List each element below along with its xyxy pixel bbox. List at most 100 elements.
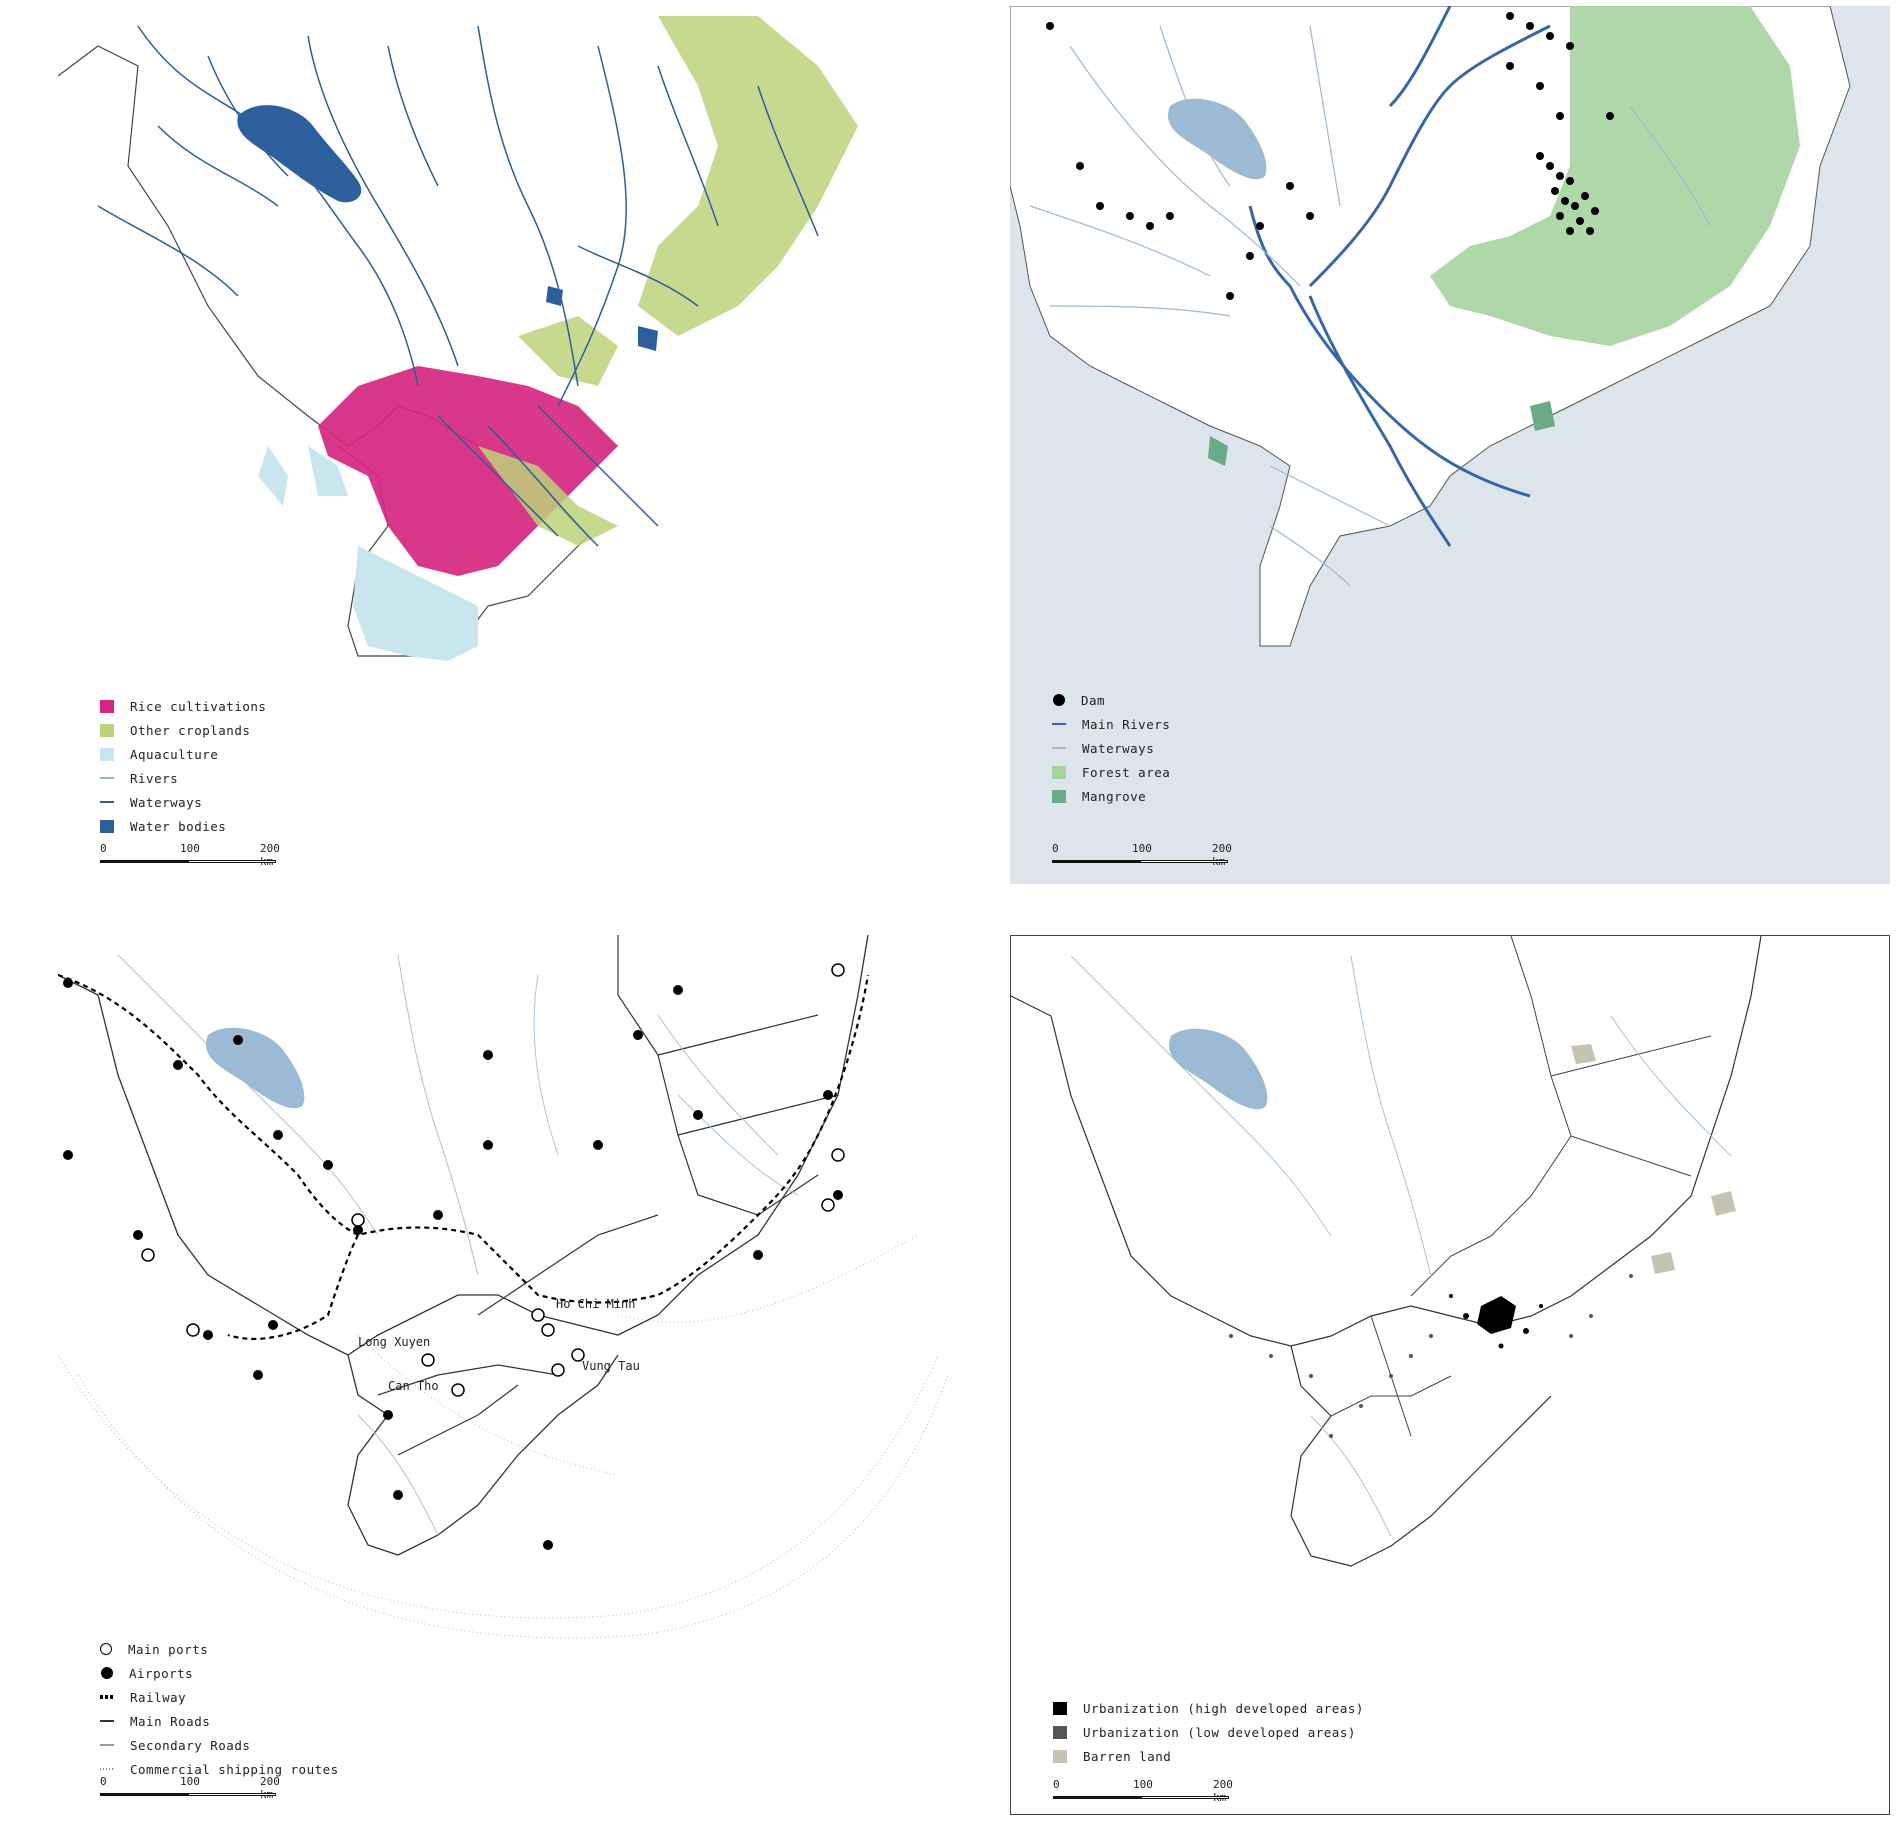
- legend-label: Water bodies: [130, 818, 227, 834]
- urbanization-legend: Urbanization (high developed areas) Urban…: [1053, 1696, 1364, 1768]
- mangrove: [1208, 401, 1555, 466]
- rivers: [1070, 955, 1732, 1537]
- scale-label-100: 100: [1132, 842, 1152, 855]
- legend-label: Barren land: [1083, 1748, 1172, 1764]
- legend-item: Mangrove: [1052, 784, 1170, 808]
- legend-label: Rivers: [130, 770, 179, 786]
- legend-line-swatch: [1052, 747, 1066, 749]
- scale-label-100: 100: [180, 1775, 200, 1788]
- rice-fields: [318, 366, 618, 576]
- legend-line-swatch: [100, 777, 114, 779]
- water-legend: Dam Main Rivers Waterways Forest area Mangro…: [1052, 688, 1170, 808]
- scale-label-0: 0: [1053, 1778, 1060, 1791]
- legend-label: Other croplands: [130, 722, 251, 738]
- legend-item: Urbanization (low developed areas): [1053, 1720, 1364, 1744]
- urbanization-map-panel: Urbanization (high developed areas) Urban…: [1010, 935, 1890, 1815]
- legend-label: Railway: [130, 1689, 187, 1705]
- water-resources-map: [1010, 6, 1851, 647]
- legend-label: Mangrove: [1082, 788, 1147, 804]
- transport-map-panel: Ho Chi Minh Long Xuyen Can Tho Vung Tau …: [58, 935, 958, 1815]
- legend-label: Airports: [129, 1665, 194, 1681]
- aquaculture: [258, 446, 478, 661]
- legend-railway-swatch: [100, 1695, 114, 1699]
- legend-label: Aquaculture: [130, 746, 219, 762]
- legend-line-swatch: [100, 1720, 114, 1722]
- scale-label-200: 200 km: [1213, 1778, 1233, 1804]
- legend-label: Urbanization (low developed areas): [1083, 1724, 1356, 1740]
- legend-swatch: [100, 747, 114, 761]
- legend-label: Commercial shipping routes: [130, 1761, 339, 1777]
- scale-label-0: 0: [100, 842, 107, 855]
- scale-bar: 0 100 200 km: [100, 1775, 290, 1805]
- legend-item: Barren land: [1053, 1744, 1364, 1768]
- transport-map: [58, 935, 949, 1639]
- legend-item: Other croplands: [100, 718, 266, 742]
- legend-item: Water bodies: [100, 814, 266, 838]
- coastline: [58, 935, 869, 1556]
- scale-bar: 0 100 200 km: [100, 842, 290, 872]
- scale-label-100: 100: [180, 842, 200, 855]
- legend-item: Secondary Roads: [100, 1733, 339, 1757]
- legend-label: Main Rivers: [1082, 716, 1171, 732]
- waterways: [1029, 25, 1711, 587]
- legend-label: Waterways: [130, 794, 203, 810]
- ports: [141, 963, 845, 1397]
- barren-land: [1571, 1044, 1736, 1274]
- legend-item: Rivers: [100, 766, 266, 790]
- airports: [63, 978, 843, 1550]
- shipping-routes: [58, 1234, 949, 1639]
- legend-swatch: [1053, 1701, 1067, 1715]
- lake: [1169, 1028, 1268, 1110]
- legend-item: Commercial shipping routes: [100, 1757, 339, 1781]
- legend-label: Forest area: [1082, 764, 1171, 780]
- legend-item: Aquaculture: [100, 742, 266, 766]
- coastline: [58, 45, 589, 657]
- scale-label-200: 200 km: [260, 1775, 280, 1801]
- legend-swatch: [100, 723, 114, 737]
- urban-low: [1229, 1274, 1633, 1438]
- legend-swatch: [1052, 789, 1066, 803]
- scale-label-200: 200 km: [260, 842, 280, 868]
- land-use-map: [58, 16, 858, 661]
- scale-label-0: 0: [1052, 842, 1059, 855]
- scale-label-100: 100: [1133, 1778, 1153, 1791]
- main-roads: [377, 935, 839, 1456]
- lake: [1168, 98, 1267, 180]
- legend-item: Airports: [100, 1661, 339, 1685]
- land-use-map-panel: Rice cultivations Other croplands Aquacult…: [58, 6, 958, 886]
- land-use-legend: Rice cultivations Other croplands Aquacult…: [100, 694, 266, 838]
- legend-item: Forest area: [1052, 760, 1170, 784]
- forest-area: [1430, 6, 1800, 346]
- scale-bar: 0 100 200 km: [1053, 1778, 1243, 1808]
- water-resources-map-panel: Dam Main Rivers Waterways Forest area Mangro…: [1010, 6, 1890, 884]
- railway: [58, 973, 870, 1341]
- legend-label: Rice cultivations: [130, 698, 267, 714]
- legend-swatch: [1052, 765, 1066, 779]
- urban-high: [1449, 1294, 1543, 1349]
- other-croplands: [478, 16, 858, 546]
- legend-item: Main ports: [100, 1637, 339, 1661]
- legend-label: Main ports: [128, 1641, 209, 1657]
- legend-item: Rice cultivations: [100, 694, 266, 718]
- legend-ring-swatch: [100, 1643, 112, 1655]
- transport-legend: Main ports Airports Railway Main Roads Secon…: [100, 1637, 339, 1781]
- legend-item: Main Rivers: [1052, 712, 1170, 736]
- legend-label: Main Roads: [130, 1713, 211, 1729]
- legend-dot-swatch: [101, 1667, 113, 1679]
- dams: [1046, 12, 1614, 300]
- water-bodies: [237, 105, 658, 351]
- place-label-ho-chi-minh: Ho Chi Minh: [556, 1297, 636, 1311]
- legend-dotted-swatch: [100, 1768, 114, 1770]
- legend-line-swatch: [1052, 723, 1066, 725]
- place-label-vung-tau: Vung Tau: [582, 1359, 640, 1373]
- legend-item: Main Roads: [100, 1709, 339, 1733]
- legend-swatch: [100, 819, 114, 833]
- legend-line-swatch: [100, 801, 114, 803]
- scale-bar: 0 100 200 km: [1052, 842, 1242, 872]
- legend-item: Railway: [100, 1685, 339, 1709]
- legend-label: Waterways: [1082, 740, 1155, 756]
- legend-line-swatch: [100, 1744, 114, 1746]
- legend-swatch: [1053, 1725, 1067, 1739]
- legend-dot-swatch: [1053, 694, 1065, 706]
- main-rivers: [1248, 6, 1551, 547]
